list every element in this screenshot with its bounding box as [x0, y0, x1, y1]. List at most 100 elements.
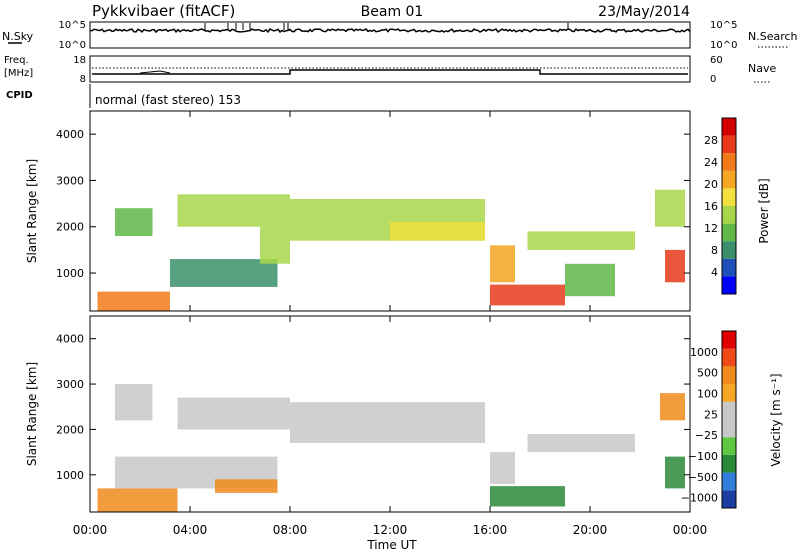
cpid-label: CPID — [6, 90, 33, 101]
colorbar-segment — [722, 188, 736, 206]
velocity-echo-band-9 — [665, 456, 685, 489]
nsearch-tick-high: 10^5 — [710, 20, 737, 31]
colorbar-tick-label: 8 — [711, 244, 718, 257]
power-panel: 1000 2000 3000 4000 Slant Range [km] 28 24 20… — [25, 110, 771, 312]
y-tick-label: 4000 — [56, 128, 84, 141]
nsearch-label: N.Search — [748, 30, 798, 43]
freq-tick-low: 8 — [80, 74, 86, 85]
colorbar-segment — [722, 170, 736, 189]
velocity-ylabel: Slant Range [km] — [25, 362, 39, 466]
colorbar-segment — [722, 206, 736, 224]
power-ylabel: Slant Range [km] — [25, 159, 39, 263]
power-echo-band-7 — [490, 284, 565, 306]
freq-tick-high: 18 — [73, 55, 86, 66]
colorbar-segment — [722, 348, 736, 367]
colorbar-segment — [722, 153, 736, 171]
velocity-panel: 1000 2000 3000 4000 Slant Range [km] 1000 50… — [25, 315, 783, 513]
power-echo-band-0 — [97, 291, 170, 311]
nsky-tick-high: 10^5 — [59, 20, 86, 31]
freq-label: Freq. — [4, 55, 29, 66]
power-echo-band-2 — [115, 208, 153, 236]
nsky-label: N.Sky — [2, 30, 34, 43]
power-echo-band-12 — [655, 189, 685, 227]
y-tick-label: 2000 — [56, 423, 84, 436]
x-tick-label: 04:00 — [173, 523, 208, 537]
colorbar-tick-label: 100 — [697, 387, 718, 400]
cpid-text: normal (fast stereo) 153 — [95, 93, 241, 107]
nsky-tick-low: 10^0 — [59, 40, 86, 51]
colorbar-tick-label: −1000 — [681, 492, 718, 505]
beam-label: Beam 01 — [361, 4, 424, 20]
velocity-colorbar-label: Velocity [m s⁻¹] — [769, 373, 783, 466]
velocity-echo-band-4 — [215, 479, 278, 493]
velocity-echo-band-0 — [97, 488, 178, 512]
nave-label: Nave — [748, 62, 776, 75]
velocity-echo-band-3 — [177, 397, 290, 430]
colorbar-tick-label: 12 — [704, 222, 718, 235]
colorbar-segment — [722, 258, 736, 277]
colorbar-segment — [722, 366, 736, 385]
colorbar-tick-label: 25 — [704, 408, 718, 421]
date-label: 23/May/2014 — [598, 4, 690, 20]
y-tick-label: 2000 — [56, 221, 84, 234]
power-echo-band-8 — [527, 231, 635, 250]
colorbar-tick-label: −500 — [688, 471, 718, 484]
colorbar-segment — [722, 331, 736, 349]
power-echo-band-11 — [665, 249, 685, 283]
colorbar-segment — [722, 223, 736, 242]
colorbar-tick-label: 16 — [704, 200, 718, 213]
velocity-echo-band-2 — [115, 384, 153, 421]
y-tick-label: 3000 — [56, 174, 84, 187]
colorbar-tick-label: 500 — [697, 367, 718, 380]
power-echo-band-3 — [177, 194, 290, 227]
nave-tick-high: 60 — [710, 55, 723, 66]
colorbar-tick-label: −100 — [688, 450, 718, 463]
y-tick-label: 3000 — [56, 378, 84, 391]
colorbar-segment — [722, 118, 736, 136]
colorbar-segment — [722, 454, 736, 473]
colorbar-segment — [722, 419, 736, 438]
colorbar-tick-label: −25 — [695, 429, 718, 442]
velocity-echo-band-7 — [490, 452, 515, 484]
x-tick-label: 00:00 — [73, 523, 108, 537]
power-echo-band-10 — [565, 263, 615, 297]
colorbar-segment — [722, 276, 736, 294]
colorbar-tick-label: 4 — [711, 266, 718, 279]
x-tick-label: 12:00 — [373, 523, 408, 537]
colorbar-frame — [721, 117, 737, 295]
power-echo-band-6 — [390, 222, 485, 241]
colorbar-segment — [722, 490, 736, 508]
velocity-echo-band-10 — [660, 393, 685, 421]
frequency-panel: Freq. [MHz] 18 8 60 0 Nave — [4, 55, 776, 85]
x-tick-label: 16:00 — [473, 523, 508, 537]
colorbar-segment — [722, 241, 736, 259]
x-tick-label: 00:00 — [673, 523, 708, 537]
plot-title: Pykkvibaer (fitACF) — [92, 2, 235, 20]
x-tick-label: 20:00 — [573, 523, 608, 537]
nsearch-tick-low: 10^0 — [710, 40, 737, 51]
colorbar-tick-label: 20 — [704, 178, 718, 191]
colorbar-frame — [721, 330, 737, 509]
velocity-echo-band-5 — [290, 402, 485, 443]
colorbar-segment — [722, 384, 736, 402]
velocity-echo-band-8 — [527, 434, 635, 453]
colorbar-tick-label: 28 — [704, 134, 718, 147]
power-colorbar-label: Power [dB] — [757, 178, 771, 243]
power-echo-band-4 — [260, 226, 290, 264]
y-tick-label: 1000 — [56, 469, 84, 482]
y-tick-label: 1000 — [56, 267, 84, 280]
colorbar-segment — [722, 472, 736, 491]
colorbar-tick-label: 24 — [704, 156, 718, 169]
x-tick-label: 08:00 — [273, 523, 308, 537]
y-tick-label: 4000 — [56, 333, 84, 346]
freq-unit-label: [MHz] — [4, 68, 33, 79]
velocity-echo-band-6 — [490, 486, 565, 507]
sky-panel: N.Sky 10^5 10^0 10^5 10^0 N.Search — [2, 20, 798, 51]
colorbar-segment — [722, 401, 736, 420]
colorbar-tick-label: 1000 — [690, 346, 718, 359]
colorbar-segment — [722, 437, 736, 455]
power-echo-band-1 — [170, 259, 278, 287]
power-echo-band-9 — [490, 245, 515, 283]
x-axis-label: Time UT — [366, 538, 417, 552]
